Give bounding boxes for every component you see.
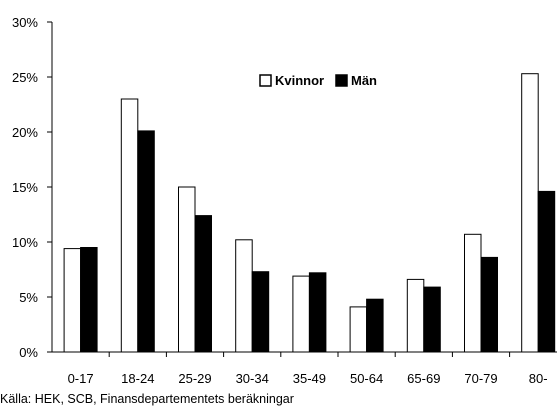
bar-man	[137, 130, 155, 353]
bar-man	[80, 247, 98, 353]
legend-swatch-man	[335, 74, 348, 87]
bar-man	[366, 298, 384, 353]
bar-chart: 0% 5% 10% 15% 20% 25% 30% 0-17 18-24 25-29 30-34 3…	[12, 15, 557, 386]
y-tick-label: 0%	[19, 345, 38, 360]
bar-kvinnor	[178, 186, 196, 353]
bar-kvinnor	[63, 248, 82, 353]
legend-label-kvinnor: Kvinnor	[275, 73, 324, 88]
x-tick-label: 65-69	[407, 371, 440, 386]
y-tick-label: 5%	[19, 290, 38, 305]
bar-man	[423, 286, 441, 353]
bar-man	[480, 256, 498, 353]
bar-kvinnor	[120, 98, 139, 353]
legend: Kvinnor Män	[259, 73, 377, 88]
legend-label-man: Män	[351, 73, 377, 88]
source-note: Källa: HEK, SCB, Finansdepartementets be…	[0, 392, 294, 406]
bar-man	[194, 215, 212, 353]
x-tick-label: 30-34	[236, 371, 269, 386]
y-axis: 0% 5% 10% 15% 20% 25% 30%	[12, 15, 53, 360]
y-tick-label: 15%	[12, 180, 38, 195]
bar-kvinnor	[521, 73, 539, 353]
x-tick-label: 35-49	[293, 371, 326, 386]
x-tick-label: 0-17	[68, 371, 94, 386]
bar-kvinnor	[349, 306, 368, 353]
y-tick-label: 30%	[12, 15, 38, 30]
bars	[63, 73, 556, 353]
bar-man	[308, 272, 327, 353]
x-tick-label: 50-64	[350, 371, 383, 386]
bar-kvinnor	[235, 239, 253, 353]
bar-kvinnor	[292, 275, 310, 353]
y-tick-label: 10%	[12, 235, 38, 250]
y-tick-label: 20%	[12, 125, 38, 140]
bar-kvinnor	[406, 278, 425, 353]
y-tick-label: 25%	[12, 70, 38, 85]
x-tick-label: 70-79	[464, 371, 497, 386]
legend-swatch-kvinnor	[259, 74, 272, 87]
bar-man	[251, 271, 270, 353]
x-axis: 0-17 18-24 25-29 30-34 35-49 50-64 65-69 70-79 8…	[52, 351, 557, 386]
bar-man	[537, 190, 556, 353]
x-tick-label: 25-29	[178, 371, 211, 386]
x-tick-label: 18-24	[121, 371, 154, 386]
bar-kvinnor	[464, 233, 482, 353]
x-tick-label: 80-	[529, 371, 548, 386]
